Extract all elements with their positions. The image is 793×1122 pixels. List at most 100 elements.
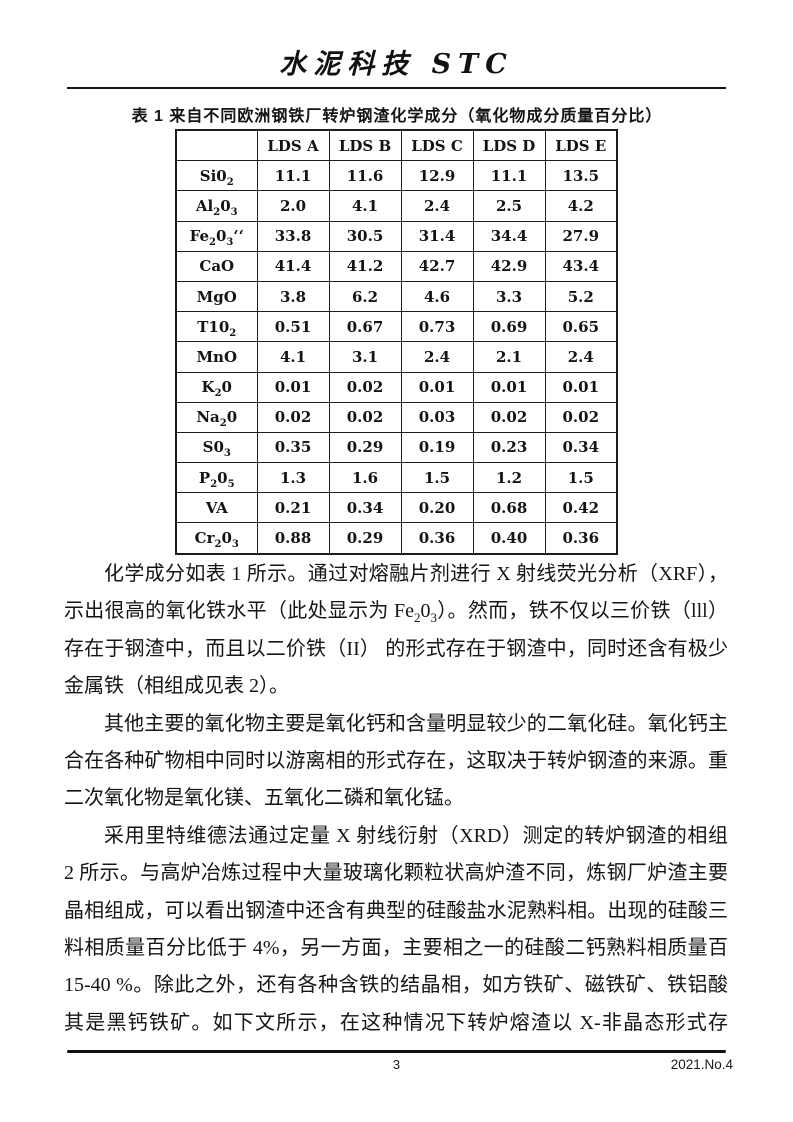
body-line: 二次氧化物是氧化镁、五氧化二磷和氧化锰。 <box>64 787 464 810</box>
value-cell: 0.69 <box>472 311 546 343</box>
value-cell: 0.19 <box>400 431 474 464</box>
value-cell: 34.4 <box>472 220 546 252</box>
table-body: Si02 11.1 11.6 12.9 11.1 13.5 Al203 2.0 4.1 2.4 2.… <box>175 160 618 555</box>
value-cell: 2.4 <box>400 190 474 222</box>
value-cell: 0.02 <box>472 401 546 433</box>
table-header-row: LDS A LDS B LDS C LDS D LDS E <box>175 129 618 162</box>
table-caption: 表 1 来自不同欧洲钢铁厂转炉钢渣化学成分（氧化物成分质量百分比） <box>131 108 663 125</box>
body-line: 存在于钢渣中，而且以二价铁（II） 的形式存在于钢渣中，同时还含有极少量的 <box>64 637 728 660</box>
value-cell: 0.01 <box>400 371 474 403</box>
body-line: 15-40 %。除此之外，还有各种含铁的结晶相，如方铁矿、磁铁矿、铁铝酸钙，尤 <box>64 974 728 997</box>
header-rule <box>67 87 726 89</box>
value-cell: 2.4 <box>544 341 618 373</box>
value-cell: 11.1 <box>256 160 330 192</box>
journal-title: 水泥科技 STC <box>279 49 514 80</box>
value-cell: 0.29 <box>328 431 402 464</box>
value-cell: 41.4 <box>256 250 330 282</box>
row-label-cell: T102 <box>175 311 258 343</box>
value-cell: 30.5 <box>328 220 402 252</box>
body-line: 合在各种矿物相中同时以游离相的形式存在，这取决于转炉钢渣的来源。重要的 <box>64 749 728 772</box>
value-cell: 0.35 <box>256 431 330 464</box>
body-line: 其他主要的氧化物主要是氧化钙和含量明显较少的二氧化硅。氧化钙主要结 <box>104 712 728 735</box>
column-header: LDS C <box>400 129 474 162</box>
table-row: T102 0.51 0.67 0.73 0.69 0.65 <box>175 311 618 343</box>
row-label-cell: MgO <box>175 280 258 313</box>
value-cell: 2.4 <box>400 341 474 373</box>
table-row: S03 0.35 0.29 0.19 0.23 0.34 <box>175 431 618 464</box>
value-cell: 1.2 <box>472 462 546 494</box>
column-header: LDS E <box>544 129 618 162</box>
value-cell: 13.5 <box>544 160 618 192</box>
value-cell: 0.01 <box>472 371 546 403</box>
value-cell: 0.01 <box>256 371 330 403</box>
column-header <box>175 129 258 162</box>
value-cell: 3.8 <box>256 280 330 313</box>
value-cell: 33.8 <box>256 220 330 252</box>
value-cell: 31.4 <box>400 220 474 252</box>
row-label-cell: CaO <box>175 250 258 282</box>
value-cell: 0.01 <box>544 371 618 403</box>
value-cell: 2.5 <box>472 190 546 222</box>
row-label-cell: S03 <box>175 431 258 464</box>
value-cell: 4.6 <box>400 280 474 313</box>
value-cell: 0.88 <box>256 522 330 555</box>
table-row: VA 0.21 0.34 0.20 0.68 0.42 <box>175 492 618 524</box>
page-number: 3 <box>392 1057 401 1072</box>
value-cell: 0.68 <box>472 492 546 524</box>
column-header: LDS B <box>328 129 402 162</box>
value-cell: 0.51 <box>256 311 330 343</box>
value-cell: 0.02 <box>328 401 402 433</box>
value-cell: 41.2 <box>328 250 402 282</box>
paragraph: 其他主要的氧化物主要是氧化钙和含量明显较少的二氧化硅。氧化钙主要结合在各种矿物相… <box>64 706 728 818</box>
table-row: MgO 3.8 6.2 4.6 3.3 5.2 <box>175 280 618 313</box>
row-label-cell: K20 <box>175 371 258 403</box>
paragraph: 化学成分如表 1 所示。通过对熔融片剂进行 X 射线荧光分析（XRF），分析显示… <box>64 556 728 706</box>
value-cell: 2.0 <box>256 190 330 222</box>
value-cell: 11.6 <box>328 160 402 192</box>
value-cell: 1.5 <box>544 462 618 494</box>
table-row: Fe203‘‘ 33.8 30.5 31.4 34.4 27.9 <box>175 220 618 252</box>
body-line: 料相质量百分比低于 4%，另一方面，主要相之一的硅酸二钙熟料相质量百分比为 <box>64 936 728 959</box>
table-row: Cr203 0.88 0.29 0.36 0.40 0.36 <box>175 522 618 555</box>
value-cell: 42.7 <box>400 250 474 282</box>
value-cell: 0.02 <box>544 401 618 433</box>
value-cell: 0.03 <box>400 401 474 433</box>
table-row: P205 1.3 1.6 1.5 1.2 1.5 <box>175 462 618 494</box>
value-cell: 1.6 <box>328 462 402 494</box>
value-cell: 0.67 <box>328 311 402 343</box>
value-cell: 0.36 <box>544 522 618 555</box>
table-row: Al203 2.0 4.1 2.4 2.5 4.2 <box>175 190 618 222</box>
value-cell: 0.29 <box>328 522 402 555</box>
row-label-cell: MnO <box>175 341 258 373</box>
issue-label: 2021.No.4 <box>670 1057 733 1072</box>
body-line: 其是黑钙铁矿。如下文所示，在这种情况下转炉熔渣以 X-非晶态形式存在，不是 <box>64 1011 728 1034</box>
value-cell: 0.21 <box>256 492 330 524</box>
paragraph: 采用里特维德法通过定量 X 射线衍射（XRD）测定的转炉钢渣的相组成如表 2 所示… <box>64 818 728 1042</box>
row-label-cell: VA <box>175 492 258 524</box>
value-cell: 0.34 <box>328 492 402 524</box>
row-label-cell: P205 <box>175 462 258 494</box>
value-cell: 0.36 <box>400 522 474 555</box>
value-cell: 4.2 <box>544 190 618 222</box>
row-label-cell: Si02 <box>175 160 258 192</box>
value-cell: 11.1 <box>472 160 546 192</box>
value-cell: 1.5 <box>400 462 474 494</box>
body-text: 化学成分如表 1 所示。通过对熔融片剂进行 X 射线荧光分析（XRF），分析显示… <box>64 556 728 1042</box>
column-header: LDS A <box>256 129 330 162</box>
value-cell: 0.65 <box>544 311 618 343</box>
table-row: MnO 4.1 3.1 2.4 2.1 2.4 <box>175 341 618 373</box>
value-cell: 6.2 <box>328 280 402 313</box>
table-row: CaO 41.4 41.2 42.7 42.9 43.4 <box>175 250 618 282</box>
value-cell: 27.9 <box>544 220 618 252</box>
value-cell: 0.73 <box>400 311 474 343</box>
value-cell: 0.23 <box>472 431 546 464</box>
value-cell: 0.02 <box>328 371 402 403</box>
row-label-cell: Cr203 <box>175 522 258 555</box>
value-cell: 43.4 <box>544 250 618 282</box>
value-cell: 0.40 <box>472 522 546 555</box>
body-line: 化学成分如表 1 所示。通过对熔融片剂进行 X 射线荧光分析（XRF），分析显 <box>104 563 728 585</box>
row-label-cell: Na20 <box>175 401 258 433</box>
row-label-cell: Fe203‘‘ <box>175 220 258 252</box>
table-row: Na20 0.02 0.02 0.03 0.02 0.02 <box>175 401 618 433</box>
